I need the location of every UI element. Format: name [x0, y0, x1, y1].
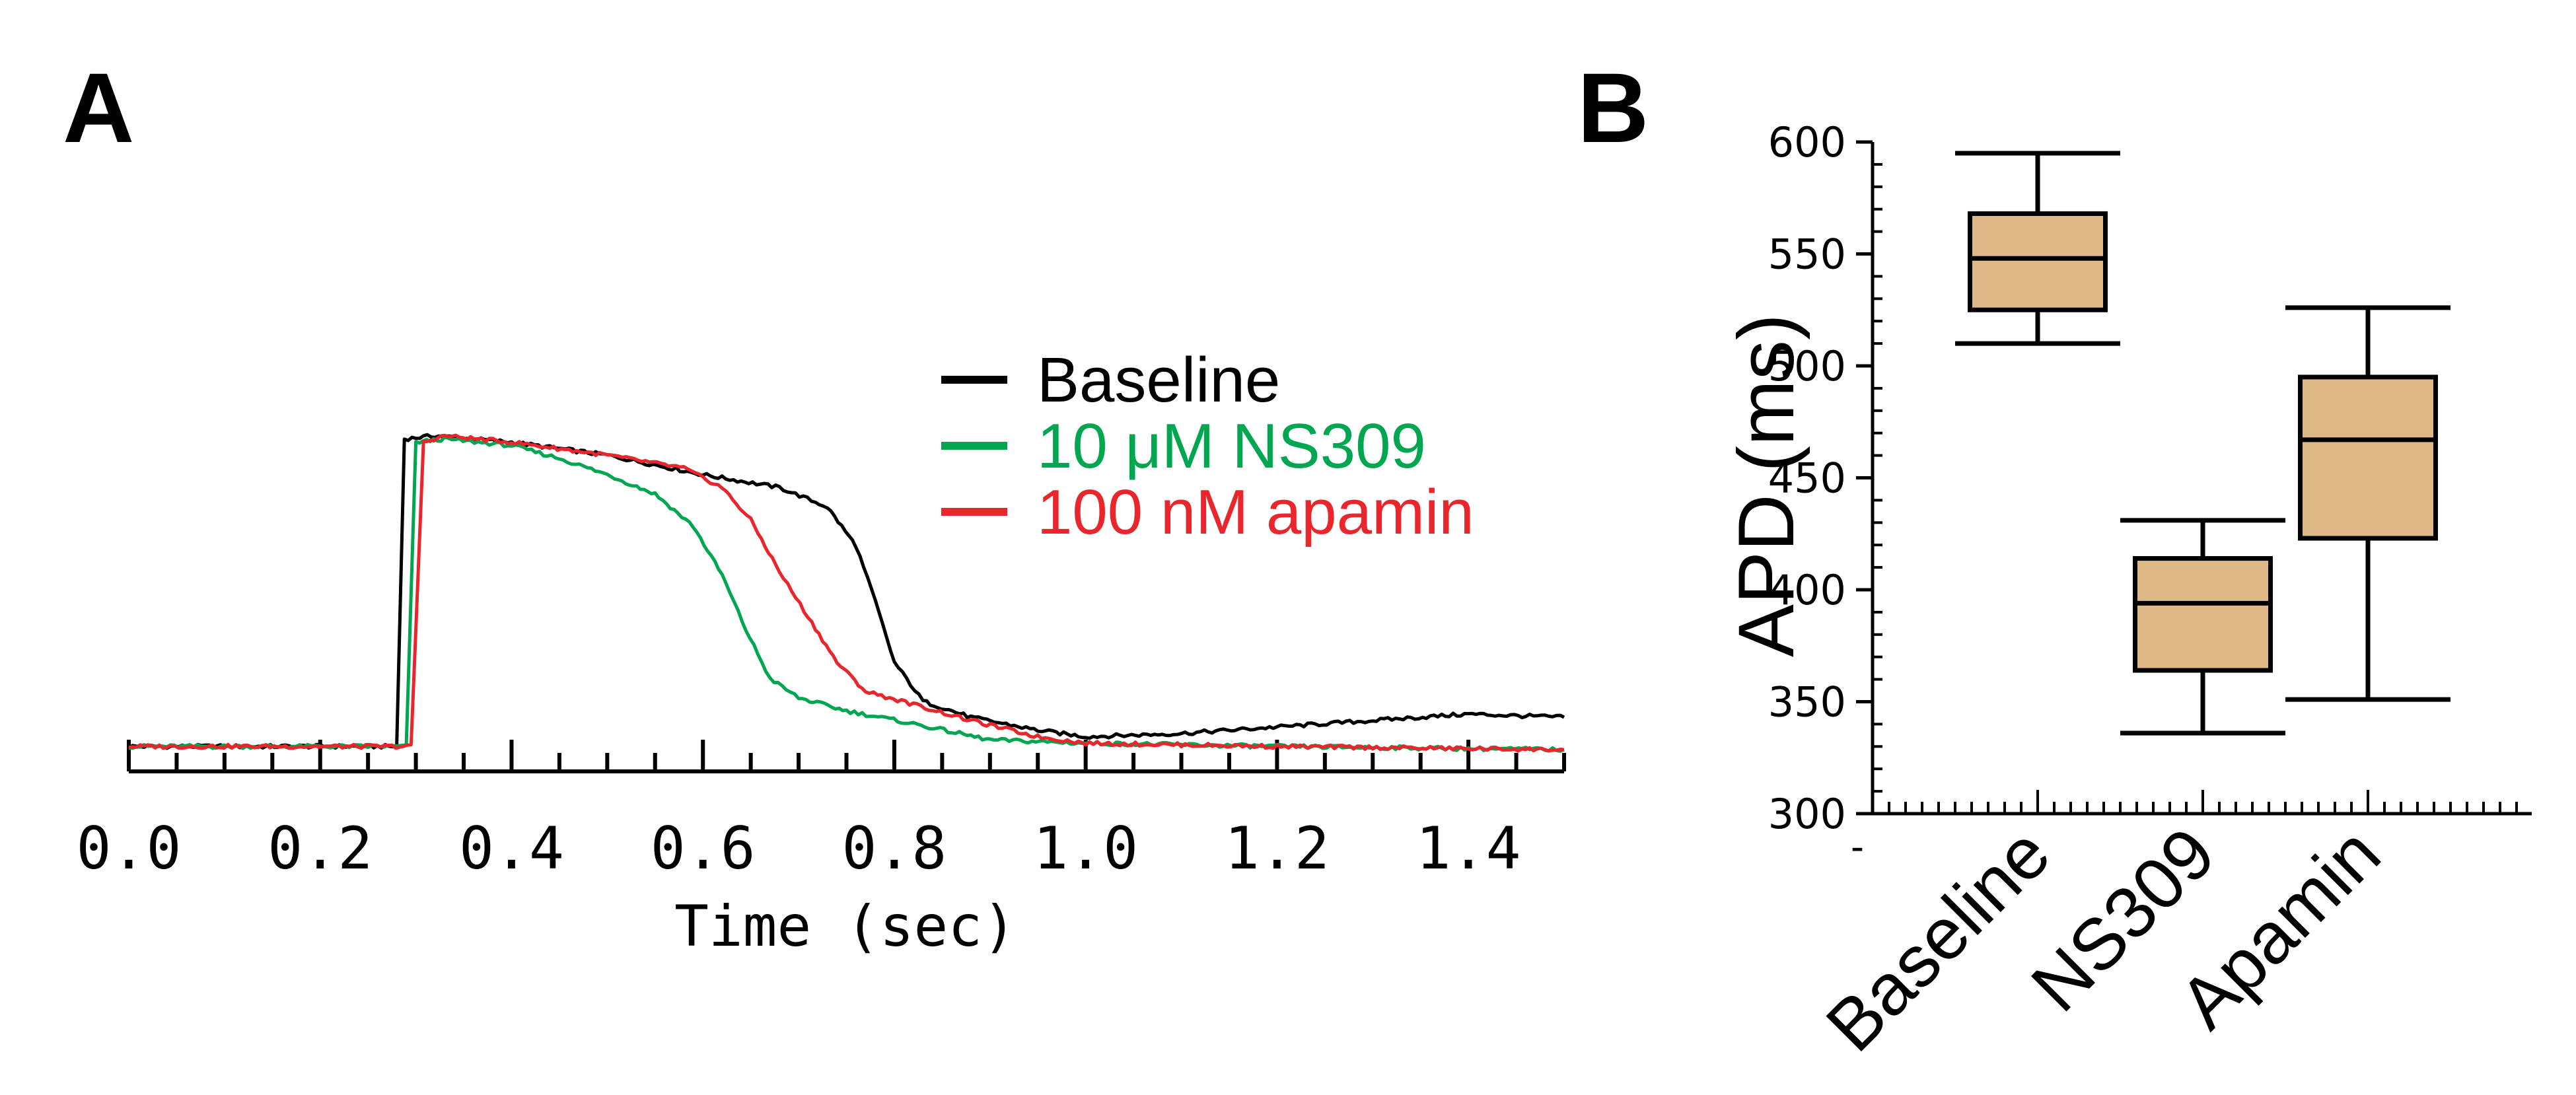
panel-b-y-tick-label: 500 [1768, 342, 1846, 390]
panel-a-x-tick-label: 1.4 [1416, 814, 1521, 882]
panel-b-category-label: Baseline [1811, 812, 2065, 1067]
panel-a-legend-label: 100 nM apamin [1037, 477, 1474, 548]
panel-a-x-tick-label: 0.2 [268, 814, 373, 882]
panel-a-x-ticks: 0.0 0.2 0.4 0.6 0.8 1.0 1.2 1.4 [77, 740, 1566, 882]
panel-a-x-tick-label: 1.2 [1225, 814, 1330, 882]
panel-b-box-plot: - 300 350 400 450 500 550 600 BaselineNS309Apa… [1722, 118, 2532, 1067]
panel-b-y-tick-label: 300 [1768, 790, 1846, 838]
panel-b-box-group [1955, 151, 2120, 346]
panel-b-iqr-box [2298, 374, 2438, 541]
panel-b-y-axis-label: APD (ms) [1722, 314, 1810, 657]
panel-b-y-tick-label: 400 [1768, 566, 1846, 614]
panel-a-x-tick-label: 0.6 [651, 814, 756, 882]
panel-a-x-tick-label: 0.4 [459, 814, 564, 882]
panel-b-box-group [2285, 305, 2451, 702]
panel-a-x-tick-label: 1.0 [1033, 814, 1138, 882]
panel-b-y-tick-label: 450 [1768, 454, 1846, 503]
panel-b-box-group [2120, 518, 2285, 736]
panel-a-legend-label: 10 μM NS309 [1037, 411, 1426, 481]
panel-a-series [127, 433, 1565, 753]
panel-b-boxes [1955, 151, 2451, 736]
panel-b-iqr-box [1968, 211, 2108, 312]
panel-b-iqr-box [2133, 556, 2273, 673]
panel-b-y-tick-label: 600 [1768, 118, 1846, 166]
panel-b-x-minor-ticks [1888, 790, 2518, 814]
panel-a-label: A [63, 52, 134, 163]
panel-b-y-tick-label: 350 [1768, 678, 1846, 726]
panel-a-x-tick-label: 0.0 [77, 814, 182, 882]
panel-a-x-tick-label: 0.8 [841, 814, 947, 882]
panel-b-label: B [1577, 52, 1649, 163]
panel-a-series-line [128, 433, 1565, 753]
panel-b-y-ticks: 300 350 400 450 500 550 600 [1768, 118, 1882, 838]
panel-a-x-axis-label: Time (sec) [674, 894, 1017, 960]
panel-b-origin-dash: - [1851, 824, 1864, 868]
panel-b-y-tick-label: 550 [1768, 230, 1846, 279]
panel-a-legend-label: Baseline [1037, 345, 1280, 415]
